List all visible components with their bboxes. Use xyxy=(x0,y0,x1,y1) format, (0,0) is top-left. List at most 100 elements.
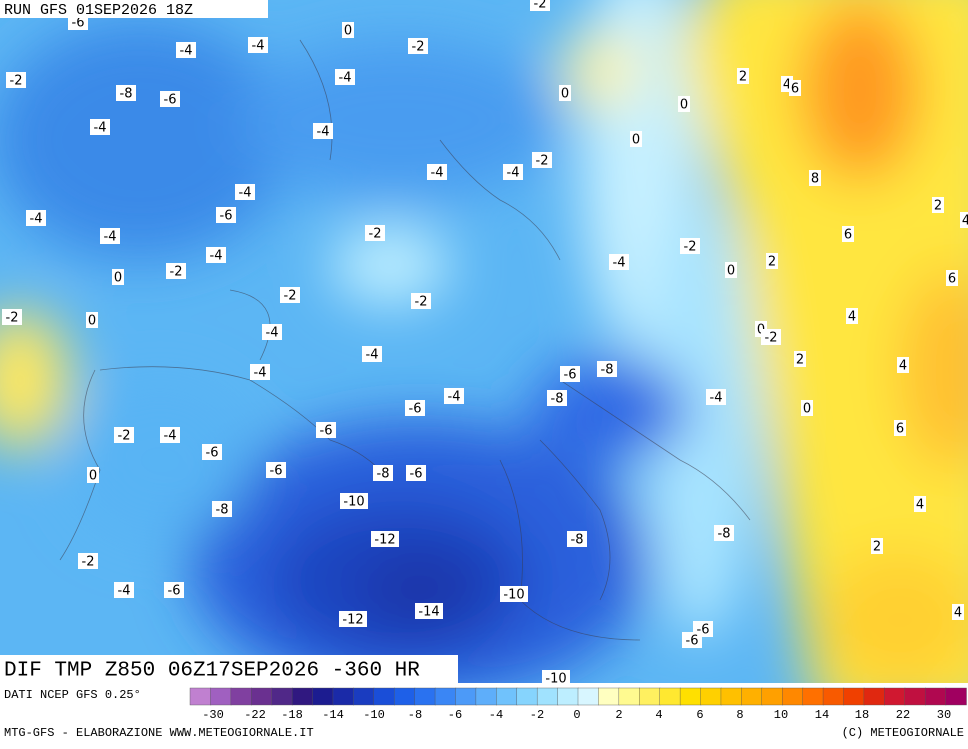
contour-label-bg xyxy=(530,0,550,11)
colorbar-label: -2 xyxy=(530,708,544,722)
contour-label: 4 xyxy=(783,78,791,93)
contour-label: -2 xyxy=(536,154,549,169)
contour-label-bg xyxy=(362,346,382,362)
field-title: DIF TMP Z850 06Z17SEP2026 -360 HR xyxy=(4,660,420,683)
contour-label: -8 xyxy=(377,467,390,482)
contour-label: -2 xyxy=(82,555,95,570)
contour-label-bg xyxy=(766,253,778,269)
contour-label-bg xyxy=(248,37,268,53)
contour-label-bg xyxy=(26,210,46,226)
contour-label-bg xyxy=(503,164,523,180)
contour-label: -6 xyxy=(686,634,699,649)
contour-label-bg xyxy=(313,123,333,139)
contour-label-bg xyxy=(914,496,926,512)
contour-label: -10 xyxy=(343,495,364,510)
source-label: DATI NCEP GFS 0.25° xyxy=(4,688,141,702)
colorbar-label: 18 xyxy=(855,708,869,722)
contour-label-bg xyxy=(567,531,587,547)
contour-label: -4 xyxy=(104,230,117,245)
contour-label-bg xyxy=(932,197,944,213)
contour-label-bg xyxy=(680,238,700,254)
contour-label-bg xyxy=(206,247,226,263)
contour-label: 4 xyxy=(916,498,924,513)
contour-label: 6 xyxy=(948,272,956,287)
contour-label-bg xyxy=(871,538,883,554)
colorbar-swatch xyxy=(516,687,538,706)
contour-label: 6 xyxy=(896,422,904,437)
contour-label-bg xyxy=(262,324,282,340)
contour-label: -8 xyxy=(571,533,584,548)
colorbar-swatch xyxy=(904,687,926,706)
contour-label-bg xyxy=(342,22,354,38)
contour-label-bg xyxy=(164,582,184,598)
contour-label: -2 xyxy=(170,265,183,280)
contour-label-bg xyxy=(78,553,98,569)
contour-label: -6 xyxy=(220,209,233,224)
contour-label-bg xyxy=(166,263,186,279)
contour-label-bg xyxy=(714,525,734,541)
contour-label: -10 xyxy=(503,588,524,603)
colorbar-label: 2 xyxy=(615,708,622,722)
contour-label: -4 xyxy=(366,348,379,363)
contour-label: -4 xyxy=(339,71,352,86)
contour-label: -2 xyxy=(684,240,697,255)
contour-label: -2 xyxy=(412,40,425,55)
colorbar-swatch xyxy=(720,687,743,706)
contour-label: -4 xyxy=(507,166,520,181)
colorbar-swatch xyxy=(639,687,661,706)
contour-label: 0 xyxy=(803,402,811,417)
contour-label: -6 xyxy=(564,368,577,383)
contour-label: -8 xyxy=(718,527,731,542)
contour-label-bg xyxy=(86,312,98,328)
colorbar-swatch xyxy=(210,687,232,706)
contour-label: -2 xyxy=(284,289,297,304)
contour-label-bg xyxy=(946,270,958,286)
contour-label-bg xyxy=(160,427,180,443)
colorbar-swatch xyxy=(394,687,416,706)
contour-label: -4 xyxy=(317,125,330,140)
colorbar-label: 10 xyxy=(774,708,788,722)
contour-label: 2 xyxy=(934,199,942,214)
contour-label: -4 xyxy=(180,44,193,59)
contour-label-bg xyxy=(405,400,425,416)
contour-label-bg xyxy=(114,582,134,598)
contour-label-bg xyxy=(500,586,528,602)
contour-label-bg xyxy=(411,293,431,309)
contour-label: -8 xyxy=(120,87,133,102)
colorbar-label: 14 xyxy=(815,708,829,722)
contour-label-bg xyxy=(112,269,124,285)
colorbar-swatch xyxy=(659,687,681,706)
contour-label-bg xyxy=(846,308,858,324)
contour-label: 2 xyxy=(873,540,881,555)
contour-label-bg xyxy=(415,603,443,619)
colorbar-swatch xyxy=(700,687,722,706)
colorbar-label: -30 xyxy=(202,708,224,722)
colorbar-swatch xyxy=(557,687,579,706)
contour-label-bg xyxy=(952,604,964,620)
colorbar-swatch xyxy=(822,687,845,706)
contour-label-bg xyxy=(340,493,368,509)
colorbar-label: -4 xyxy=(489,708,503,722)
contour-label-bg xyxy=(444,388,464,404)
contour-label-bg xyxy=(532,152,552,168)
credit-label: MTG-GFS - ELABORAZIONE WWW.METEOGIORNALE… xyxy=(4,726,314,740)
colorbar-swatch xyxy=(189,687,212,706)
contour-label: 2 xyxy=(768,255,776,270)
contour-label-bg xyxy=(725,262,737,278)
colorbar-swatch xyxy=(271,687,293,706)
colorbar-swatch xyxy=(414,687,436,706)
colorbar-swatch xyxy=(332,687,355,706)
run-box xyxy=(0,0,268,18)
colorbar-swatch xyxy=(577,687,600,706)
contour-label: -4 xyxy=(431,166,444,181)
colorbar-swatch xyxy=(373,687,395,706)
contour-label: -4 xyxy=(448,390,461,405)
contour-label: -4 xyxy=(239,186,252,201)
contour-label-bg xyxy=(630,131,642,147)
contour-label: -12 xyxy=(342,613,363,628)
contour-label: -6 xyxy=(409,402,422,417)
contour-label-bg xyxy=(216,207,236,223)
contour-label-bg xyxy=(2,309,22,325)
